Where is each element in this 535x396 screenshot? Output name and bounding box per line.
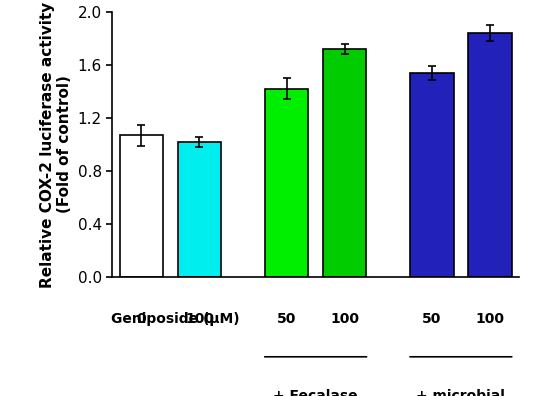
Bar (410, 73, 454, 277)
Text: 0: 0 (136, 312, 146, 326)
Text: + microbial
enzyme mix: + microbial enzyme mix (414, 388, 507, 396)
Y-axis label: Relative COX-2 luciferase activity
(Fold of control): Relative COX-2 luciferase activity (Fold… (40, 2, 72, 287)
Bar (178, 142, 221, 277)
Text: 100: 100 (185, 312, 214, 326)
Text: 50: 50 (422, 312, 441, 326)
Text: 50: 50 (277, 312, 296, 326)
Bar (120, 135, 163, 277)
Bar (323, 49, 366, 277)
Text: 100: 100 (330, 312, 359, 326)
Bar (265, 89, 308, 277)
Text: Geniposide (μM): Geniposide (μM) (111, 312, 240, 326)
Text: + Fecalase: + Fecalase (273, 388, 358, 396)
Text: 100: 100 (476, 312, 505, 326)
Bar (468, 33, 511, 277)
